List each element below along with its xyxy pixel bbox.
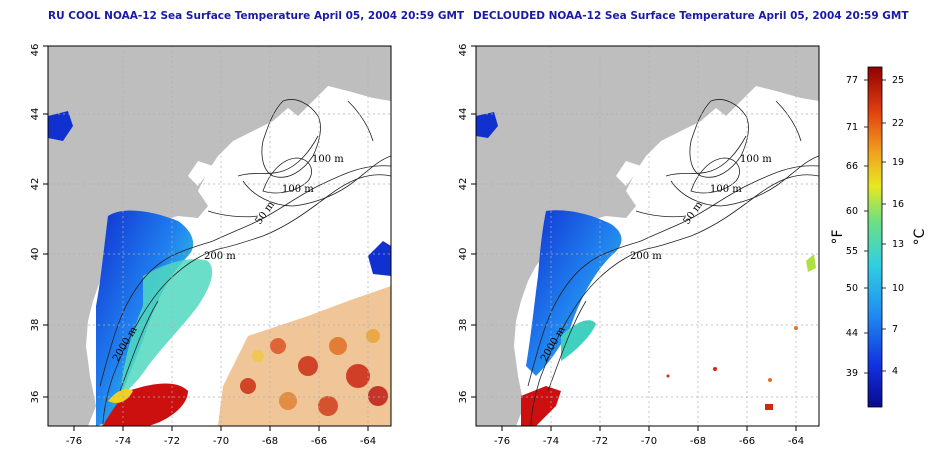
colorbar-fahrenheit-label: 71: [846, 122, 858, 133]
right-lat-axis: 36 38 40 42 44 46: [458, 44, 476, 404]
lat-tick-label: 40: [30, 248, 41, 261]
lon-tick-label: -66: [311, 436, 327, 447]
lat-tick-label: 36: [30, 391, 41, 404]
right-map-title: DECLOUDED NOAA-12 Sea Surface Temperatur…: [473, 10, 909, 22]
colorbar-gradient: [867, 66, 883, 408]
sst-speck: [768, 378, 772, 382]
lon-tick-label: -68: [690, 436, 706, 447]
colorbar-fahrenheit-label: 60: [846, 206, 858, 217]
lon-tick-label: -74: [543, 436, 559, 447]
right-map-frame: [475, 45, 820, 427]
right-map: [476, 46, 819, 426]
lon-tick-label: -76: [66, 436, 82, 447]
sst-speck: [666, 374, 670, 378]
colorbar-fahrenheit-label: 55: [846, 246, 858, 257]
colorbar-fahrenheit-label: 44: [846, 328, 858, 339]
left-lon-axis: -76 -74 -72 -70 -68 -66 -64: [66, 426, 376, 447]
lat-tick-label: 46: [458, 44, 469, 57]
lat-tick-label: 42: [458, 178, 469, 191]
colorbar-fahrenheit-label: 77: [846, 75, 858, 86]
colorbar-celsius-label: 22: [892, 118, 904, 129]
left-map: [48, 46, 391, 426]
lon-tick-label: -66: [739, 436, 755, 447]
lon-tick-label: -76: [494, 436, 510, 447]
contour-label: 100 m: [312, 154, 344, 165]
lon-tick-label: -70: [213, 436, 229, 447]
colorbar-celsius-label: 7: [892, 324, 898, 335]
lon-tick-label: -70: [641, 436, 657, 447]
lon-tick-label: -64: [360, 436, 376, 447]
right-lon-axis: -76 -74 -72 -70 -68 -66 -64: [494, 426, 804, 447]
lat-tick-label: 36: [458, 391, 469, 404]
lon-tick-label: -72: [164, 436, 180, 447]
lat-tick-label: 38: [458, 319, 469, 332]
colorbar-celsius-label: 16: [892, 199, 904, 210]
contour-label: 100 m: [710, 184, 742, 195]
colorbar-fahrenheit-unit: °F: [830, 229, 846, 244]
sst-speck: [713, 367, 717, 371]
lat-tick-label: 46: [30, 44, 41, 57]
lon-tick-label: -74: [115, 436, 131, 447]
contour-label: 200 m: [204, 251, 236, 262]
lon-tick-label: -68: [262, 436, 278, 447]
sst-patch: [765, 404, 773, 410]
colorbar-fahrenheit-label: 39: [846, 368, 858, 379]
colorbar-celsius-unit: °C: [912, 228, 928, 245]
lat-tick-label: 40: [458, 248, 469, 261]
colorbar-celsius-label: 4: [892, 366, 898, 377]
left-map-title: RU COOL NOAA-12 Sea Surface Temperature …: [48, 10, 465, 22]
lat-tick-label: 42: [30, 178, 41, 191]
contour-label: 100 m: [282, 184, 314, 195]
contour-label: 100 m: [740, 154, 772, 165]
left-lat-axis: 36 38 40 42 44 46: [30, 44, 48, 404]
colorbar: 77 71 66 60 55 50 44 39 25 22 19 16 13 1…: [830, 66, 928, 408]
lat-tick-label: 44: [458, 108, 469, 121]
colorbar-fahrenheit-label: 50: [846, 283, 858, 294]
colorbar-celsius-label: 13: [892, 239, 904, 250]
left-map-frame: [47, 45, 392, 427]
colorbar-fahrenheit-label: 66: [846, 161, 858, 172]
colorbar-celsius-label: 25: [892, 75, 904, 86]
lat-tick-label: 44: [30, 108, 41, 121]
lat-tick-label: 38: [30, 319, 41, 332]
colorbar-celsius-label: 19: [892, 157, 904, 168]
lon-tick-label: -72: [592, 436, 608, 447]
contour-label: 200 m: [630, 251, 662, 262]
lon-tick-label: -64: [788, 436, 804, 447]
colorbar-celsius-label: 10: [892, 283, 904, 294]
